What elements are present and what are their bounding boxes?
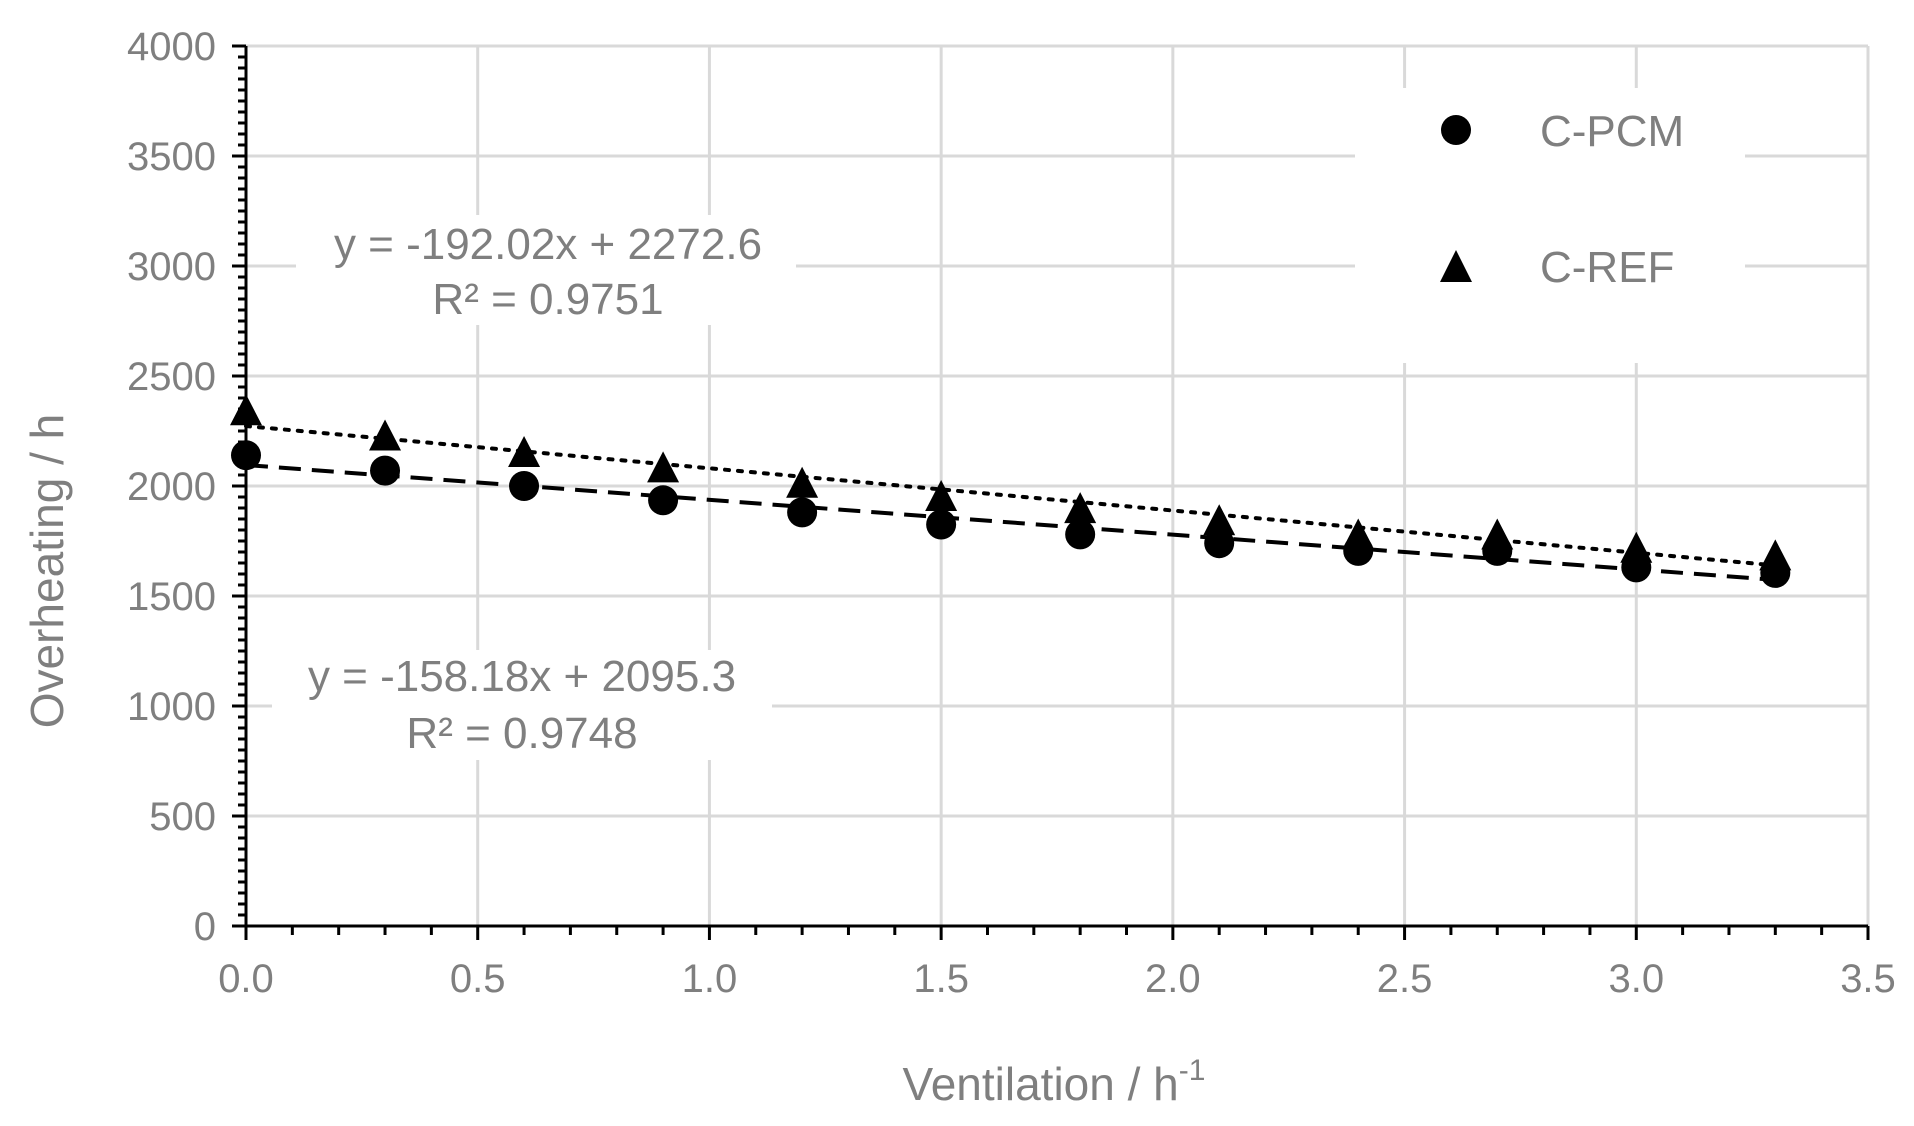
axes bbox=[232, 44, 1870, 940]
legend-marker-c-ref bbox=[1440, 250, 1472, 282]
x-tick-label: 1.0 bbox=[682, 957, 738, 1001]
data-point-c-ref bbox=[786, 466, 819, 498]
trendline-equation-c-pcm: y = -158.18x + 2095.3 bbox=[308, 652, 736, 701]
y-tick-label: 2500 bbox=[127, 355, 216, 399]
data-point-c-pcm bbox=[509, 471, 540, 501]
trendline-c-ref bbox=[244, 424, 1778, 568]
y-tick-label: 1000 bbox=[127, 685, 216, 729]
data-point-c-pcm bbox=[370, 455, 401, 486]
data-point-c-ref bbox=[925, 480, 958, 511]
trendline-r2-c-pcm: R² = 0.9748 bbox=[406, 709, 637, 758]
legend: C-PCM C-REF bbox=[1355, 88, 1745, 363]
legend-label-c-pcm: C-PCM bbox=[1540, 107, 1684, 156]
data-points bbox=[230, 394, 1792, 588]
data-point-c-ref bbox=[230, 394, 262, 426]
x-tick-label: 2.0 bbox=[1145, 957, 1201, 1001]
y-tick-label: 500 bbox=[149, 795, 216, 839]
data-point-c-ref bbox=[369, 419, 402, 451]
data-point-c-pcm bbox=[1482, 535, 1513, 566]
data-point-c-ref bbox=[647, 451, 680, 483]
y-tick-label: 2000 bbox=[127, 465, 216, 509]
x-tick-label: 0.5 bbox=[450, 957, 506, 1001]
data-point-c-pcm bbox=[231, 440, 261, 471]
y-tick-label: 1500 bbox=[127, 575, 216, 619]
data-point-c-ref bbox=[1203, 504, 1236, 536]
data-point-c-pcm bbox=[1760, 557, 1791, 588]
x-tick-label: 0.0 bbox=[218, 957, 274, 1001]
x-tick-label: 3.0 bbox=[1608, 957, 1664, 1001]
trendlines bbox=[244, 424, 1778, 582]
y-tick-label: 3500 bbox=[127, 135, 216, 179]
data-point-c-pcm bbox=[1065, 519, 1096, 550]
trendline-r2-c-ref: R² = 0.9751 bbox=[432, 275, 663, 324]
data-point-c-pcm bbox=[787, 497, 818, 528]
data-point-c-pcm bbox=[1343, 535, 1374, 566]
data-point-c-pcm bbox=[926, 509, 957, 540]
x-tick-label: 3.5 bbox=[1840, 957, 1896, 1001]
data-point-c-pcm bbox=[1204, 528, 1235, 559]
trendline-equation-c-ref: y = -192.02x + 2272.6 bbox=[334, 220, 762, 269]
legend-label-c-ref: C-REF bbox=[1540, 243, 1674, 292]
y-tick-label: 4000 bbox=[127, 25, 216, 69]
x-tick-label: 2.5 bbox=[1377, 957, 1433, 1001]
data-point-c-pcm bbox=[1621, 552, 1652, 583]
y-axis-title: Overheating / h bbox=[21, 414, 73, 729]
legend-background bbox=[1355, 88, 1745, 363]
equation-pcm-background bbox=[272, 650, 772, 760]
tick-labels: 0.0 0.5 1.0 1.5 2.0 2.5 3.0 3.5 0 500 1000 1500 2000… bbox=[127, 25, 1896, 1001]
y-tick-label: 0 bbox=[194, 905, 216, 949]
equation-ref-background bbox=[296, 215, 796, 325]
trendline-c-pcm bbox=[245, 463, 1776, 582]
data-point-c-ref bbox=[508, 436, 541, 467]
data-point-c-ref bbox=[1064, 492, 1097, 524]
x-tick-label: 1.5 bbox=[913, 957, 969, 1001]
y-tick-label: 3000 bbox=[127, 245, 216, 289]
data-point-c-pcm bbox=[648, 485, 679, 516]
x-axis-title: Ventilation / h-1 bbox=[903, 1054, 1206, 1110]
legend-marker-c-pcm bbox=[1441, 115, 1471, 145]
